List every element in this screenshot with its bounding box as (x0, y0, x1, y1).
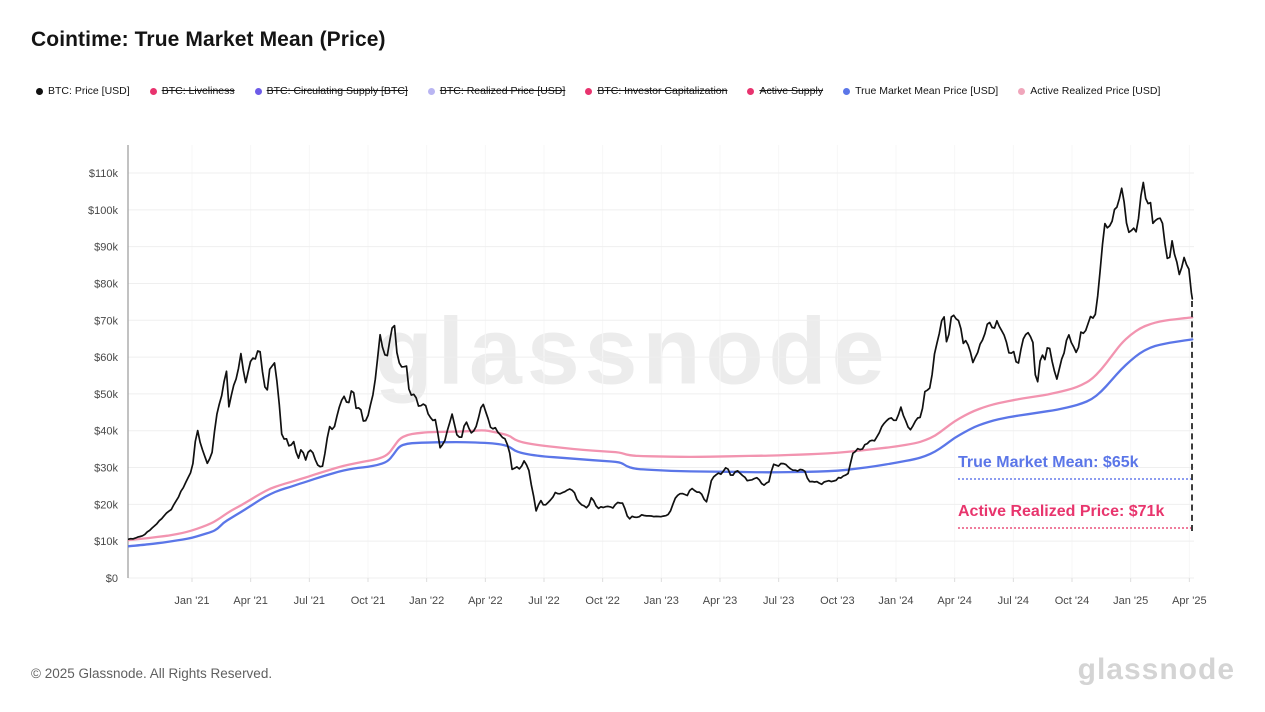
svg-text:Jan '25: Jan '25 (1113, 595, 1148, 607)
y-axis-labels: $0 $10k $20k $30k $40k $50k $60k $70k $80k $90k $1… (88, 168, 118, 585)
page-title: Cointime: True Market Mean (Price) (31, 28, 386, 51)
legend-dot-icon (747, 87, 755, 95)
legend-item-btc-realized-price-usd[interactable]: BTC: Realized Price [USD] (427, 85, 566, 97)
true-market-mean-price-usd-line (128, 338, 1194, 548)
active-realized-price-usd-line (128, 316, 1194, 542)
svg-text:$60k: $60k (94, 352, 118, 364)
svg-text:Apr '25: Apr '25 (1172, 595, 1207, 607)
legend-item-label: BTC: Liveliness (161, 85, 235, 97)
legend-dot-icon (585, 87, 593, 95)
svg-text:Oct '22: Oct '22 (585, 595, 620, 607)
annotation-guide-line (1191, 301, 1193, 531)
vertical-gridlines (191, 145, 1190, 578)
series-group (128, 181, 1194, 548)
legend-item-btc-circulating-supply-btc[interactable]: BTC: Circulating Supply [BTC] (254, 85, 408, 97)
legend-item-true-market-mean-price-usd[interactable]: True Market Mean Price [USD] (843, 85, 998, 97)
legend-item-btc-investor-capitalization[interactable]: BTC: Investor Capitalization (585, 85, 727, 97)
svg-text:Jul '23: Jul '23 (763, 595, 794, 607)
x-axis-labels: Jan '21 Apr '21 Jul '21 Oct '21 Jan '22 Apr '… (174, 595, 1206, 607)
x-axis-ticks (191, 578, 1190, 582)
legend-item-label: BTC: Price [USD] (48, 85, 130, 97)
svg-text:$40k: $40k (94, 426, 118, 438)
watermark: glassnode (374, 298, 890, 405)
svg-text:$50k: $50k (94, 389, 118, 401)
svg-text:Oct '21: Oct '21 (351, 595, 386, 607)
legend-item-label: Active Supply (759, 85, 824, 97)
svg-text:Jul '22: Jul '22 (528, 595, 559, 607)
svg-text:Apr '23: Apr '23 (703, 595, 738, 607)
btc-price-usd-line (128, 181, 1194, 541)
legend-item-label: BTC: Realized Price [USD] (439, 85, 566, 97)
svg-text:$10k: $10k (94, 536, 118, 548)
copyright-text: © 2025 Glassnode. All Rights Reserved. (31, 666, 273, 681)
legend: BTC: Price [USD] BTC: Liveliness BTC: Circ… (36, 85, 1160, 97)
legend-item-label: True Market Mean Price [USD] (855, 85, 999, 97)
legend-item-btc-liveliness[interactable]: BTC: Liveliness (149, 85, 235, 97)
svg-text:Jul '24: Jul '24 (998, 595, 1029, 607)
svg-text:Oct '23: Oct '23 (820, 595, 855, 607)
svg-text:Jan '21: Jan '21 (174, 595, 209, 607)
svg-text:Jan '24: Jan '24 (878, 595, 913, 607)
svg-text:$20k: $20k (94, 499, 118, 511)
svg-text:$110k: $110k (89, 168, 119, 180)
svg-text:Apr '24: Apr '24 (937, 595, 972, 607)
svg-text:$100k: $100k (88, 205, 118, 217)
horizontal-gridlines (128, 172, 1194, 579)
svg-text:$30k: $30k (94, 463, 118, 475)
legend-item-btc-price-usd[interactable]: BTC: Price [USD] (36, 85, 130, 97)
legend-dot-icon (149, 87, 157, 95)
legend-dot-icon (1018, 87, 1026, 95)
svg-text:Jan '22: Jan '22 (409, 595, 444, 607)
svg-text:$90k: $90k (94, 242, 118, 254)
svg-text:Oct '24: Oct '24 (1055, 595, 1090, 607)
legend-dot-icon (843, 87, 851, 95)
legend-dot-icon (254, 87, 262, 95)
legend-dot-icon (427, 87, 435, 95)
legend-item-label: BTC: Circulating Supply [BTC] (266, 85, 408, 97)
legend-item-label: Active Realized Price [USD] (1030, 85, 1161, 97)
glassnode-logo: glassnode (1077, 653, 1235, 686)
active-realized-price-annotation: Active Realized Price: $71k (958, 503, 1192, 529)
legend-item-label: BTC: Investor Capitalization (597, 85, 728, 97)
svg-text:Jan '23: Jan '23 (644, 595, 679, 607)
true-market-mean-annotation: True Market Mean: $65k (958, 454, 1192, 480)
svg-text:$80k: $80k (94, 278, 118, 290)
svg-text:Jul '21: Jul '21 (294, 595, 325, 607)
svg-text:Apr '22: Apr '22 (468, 595, 503, 607)
legend-item-active-supply[interactable]: Active Supply (747, 85, 823, 97)
legend-dot-icon (36, 87, 43, 95)
legend-item-active-realized-price-usd[interactable]: Active Realized Price [USD] (1018, 85, 1160, 97)
svg-text:Apr '21: Apr '21 (233, 595, 268, 607)
svg-text:$0: $0 (106, 573, 118, 585)
svg-text:$70k: $70k (94, 315, 118, 327)
